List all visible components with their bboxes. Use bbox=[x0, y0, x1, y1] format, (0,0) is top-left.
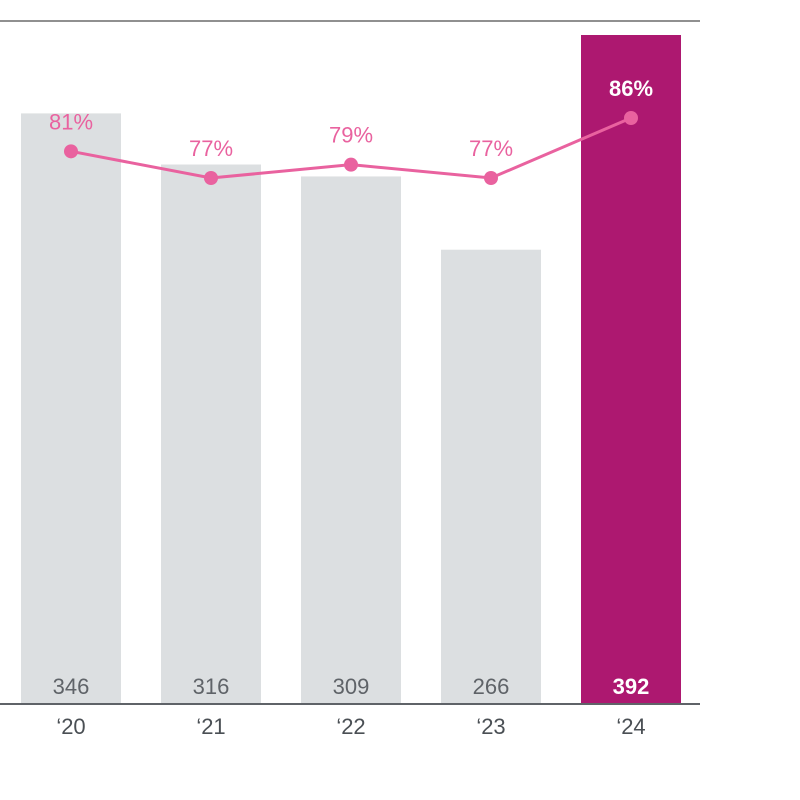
bar-3 bbox=[441, 249, 541, 703]
percentage-label-3: 77% bbox=[469, 136, 513, 161]
percentage-point-2 bbox=[344, 157, 358, 172]
percentage-label-0: 81% bbox=[49, 109, 93, 134]
bar-value-label-3: 266 bbox=[473, 674, 510, 699]
bar-value-label-4: 392 bbox=[613, 674, 650, 699]
bar-value-labels: 346 316 309 266 392 bbox=[53, 674, 650, 699]
bars-group bbox=[21, 35, 681, 704]
bar-1 bbox=[161, 164, 261, 704]
percentage-point-4 bbox=[624, 111, 638, 125]
percentage-point-0 bbox=[64, 144, 78, 159]
percentage-label-4: 86% bbox=[609, 76, 653, 101]
x-tick-label-0: ‘20 bbox=[56, 714, 85, 739]
percentage-label-1: 77% bbox=[189, 136, 233, 161]
x-tick-label-4: ‘24 bbox=[616, 714, 645, 739]
x-tick-label-3: ‘23 bbox=[476, 714, 505, 739]
x-tick-label-2: ‘22 bbox=[336, 714, 365, 739]
percentage-point-3 bbox=[484, 171, 498, 185]
bar-value-label-1: 316 bbox=[193, 674, 230, 699]
bar-value-label-0: 346 bbox=[53, 674, 90, 699]
bar-0 bbox=[21, 113, 121, 703]
percentage-label-2: 79% bbox=[329, 123, 373, 148]
bar-4 bbox=[581, 35, 681, 703]
percentage-point-1 bbox=[204, 171, 218, 185]
bar-value-label-2: 309 bbox=[333, 674, 370, 699]
x-tick-labels: ‘20 ‘21 ‘22 ‘23 ‘24 bbox=[56, 714, 645, 739]
bar-2 bbox=[301, 176, 401, 703]
x-tick-label-1: ‘21 bbox=[196, 714, 225, 739]
percentage-line-group: 81% 77% 79% 77% 86% bbox=[49, 76, 653, 185]
